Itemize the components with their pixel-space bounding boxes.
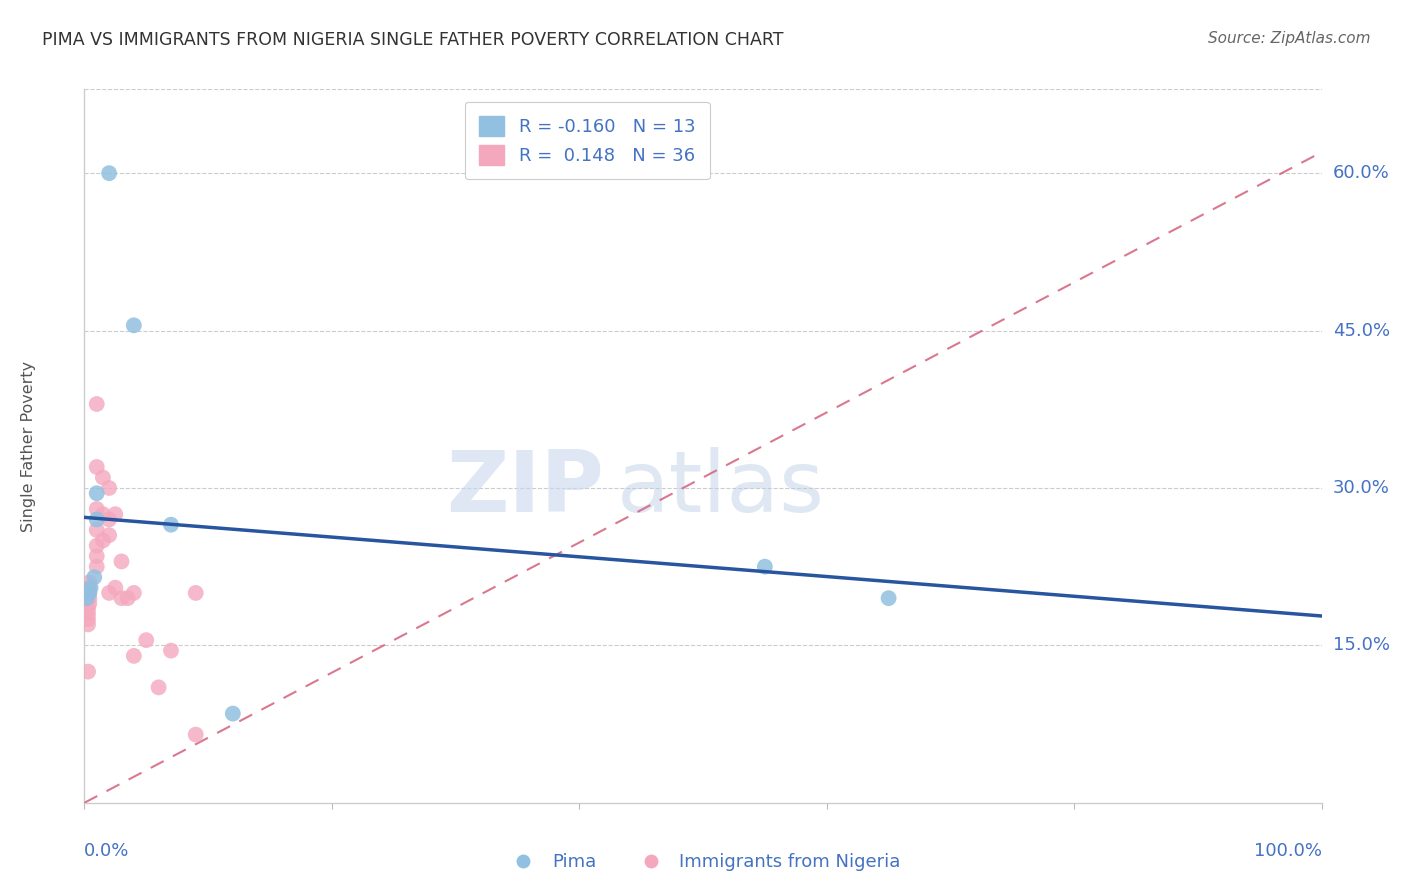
Point <box>86 502 108 516</box>
Point <box>79 575 101 590</box>
Point <box>122 586 145 600</box>
Point <box>76 591 98 606</box>
Point <box>184 728 207 742</box>
Point <box>86 512 108 526</box>
Point <box>135 633 157 648</box>
Text: 15.0%: 15.0% <box>1333 636 1389 655</box>
Point <box>98 166 121 180</box>
Point <box>77 601 100 615</box>
Point <box>77 612 100 626</box>
Text: 100.0%: 100.0% <box>1254 842 1322 860</box>
Point <box>86 397 108 411</box>
Point <box>91 533 114 548</box>
Text: 60.0%: 60.0% <box>1333 164 1389 182</box>
Legend: R = -0.160   N = 13, R =  0.148   N = 36: R = -0.160 N = 13, R = 0.148 N = 36 <box>464 102 710 179</box>
Point <box>79 591 101 606</box>
Point <box>110 591 132 606</box>
Point <box>110 554 132 568</box>
Point <box>104 507 127 521</box>
Text: Source: ZipAtlas.com: Source: ZipAtlas.com <box>1208 31 1371 46</box>
Point <box>98 481 121 495</box>
Point <box>83 570 105 584</box>
Point <box>184 586 207 600</box>
Point <box>754 559 776 574</box>
Point <box>86 523 108 537</box>
Point <box>98 512 121 526</box>
Point <box>160 643 183 657</box>
Point <box>86 539 108 553</box>
Point <box>79 586 101 600</box>
Point <box>148 681 170 695</box>
Point <box>160 517 183 532</box>
Point <box>79 586 101 600</box>
Legend: Pima, Immigrants from Nigeria: Pima, Immigrants from Nigeria <box>498 847 908 879</box>
Point <box>222 706 245 721</box>
Point <box>104 581 127 595</box>
Point <box>877 591 900 606</box>
Text: 45.0%: 45.0% <box>1333 321 1391 340</box>
Point <box>86 559 108 574</box>
Point <box>86 486 108 500</box>
Point <box>98 586 121 600</box>
Point <box>79 596 101 610</box>
Point <box>98 528 121 542</box>
Point <box>122 648 145 663</box>
Text: 30.0%: 30.0% <box>1333 479 1389 497</box>
Point <box>79 581 101 595</box>
Point <box>86 549 108 564</box>
Point <box>77 607 100 621</box>
Point <box>117 591 139 606</box>
Point <box>77 617 100 632</box>
Text: PIMA VS IMMIGRANTS FROM NIGERIA SINGLE FATHER POVERTY CORRELATION CHART: PIMA VS IMMIGRANTS FROM NIGERIA SINGLE F… <box>42 31 783 49</box>
Point <box>122 318 145 333</box>
Point <box>77 586 100 600</box>
Text: Single Father Poverty: Single Father Poverty <box>21 360 37 532</box>
Text: 0.0%: 0.0% <box>84 842 129 860</box>
Point <box>91 507 114 521</box>
Point <box>86 460 108 475</box>
Text: atlas: atlas <box>616 447 824 531</box>
Point <box>77 665 100 679</box>
Text: ZIP: ZIP <box>446 447 605 531</box>
Point <box>79 581 101 595</box>
Point <box>91 470 114 484</box>
